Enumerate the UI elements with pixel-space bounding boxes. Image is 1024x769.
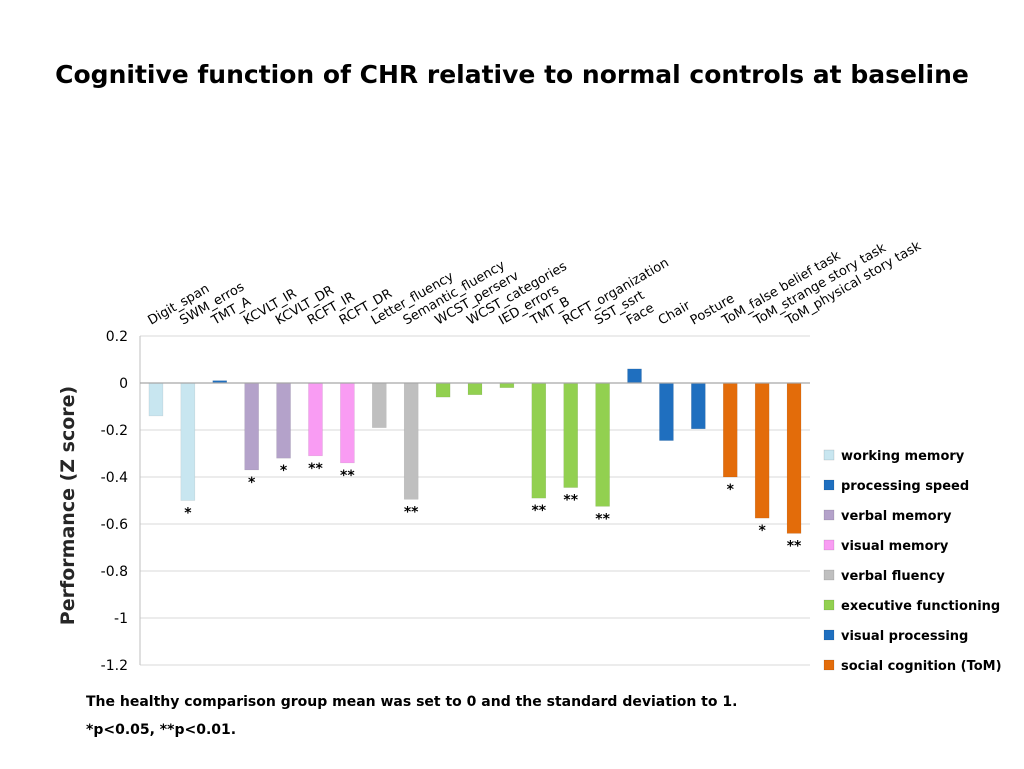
bar <box>722 382 738 478</box>
bar <box>627 368 642 384</box>
legend-swatch <box>823 659 835 671</box>
bar <box>754 382 770 519</box>
bars <box>148 368 802 534</box>
bar <box>308 382 323 457</box>
legend-swatch <box>823 509 835 521</box>
y-tick-label: -0.8 <box>101 564 128 580</box>
y-axis-title: Performance (Z score) <box>57 386 79 625</box>
axes <box>139 336 810 665</box>
legend-swatch <box>823 629 835 641</box>
bar <box>244 382 259 471</box>
bar <box>691 382 706 430</box>
legend-swatch <box>823 539 835 551</box>
bar <box>659 382 674 441</box>
significance-mark: * <box>184 506 192 522</box>
legend-swatch <box>823 569 835 581</box>
y-tick-label: 0 <box>119 376 128 392</box>
y-tick-label: -1 <box>114 611 128 627</box>
legend-swatch <box>823 599 835 611</box>
legend-swatch <box>823 479 835 491</box>
bar <box>563 382 578 488</box>
bar <box>595 382 610 507</box>
x-tick-label: Chair <box>656 298 694 328</box>
significance-mark: * <box>758 523 766 539</box>
footnote-significance: *p<0.05, **p<0.01. <box>86 722 237 738</box>
chart-title: Cognitive function of CHR relative to no… <box>55 60 969 89</box>
significance-mark: ** <box>308 461 323 477</box>
legend: working memory processing speed verbal mem… <box>823 449 1002 674</box>
bar <box>435 382 451 398</box>
significance-mark: * <box>727 482 735 498</box>
bar <box>499 382 515 388</box>
significance-mark: * <box>248 475 256 491</box>
bar <box>276 382 291 459</box>
bar <box>372 382 387 428</box>
significance-mark: ** <box>404 504 419 520</box>
legend-swatch <box>823 449 835 461</box>
y-tick-label: -0.4 <box>101 470 128 486</box>
bar <box>148 382 164 417</box>
legend-label: working memory <box>841 449 965 464</box>
bar <box>180 382 196 501</box>
legend-label: verbal fluency <box>841 569 945 584</box>
significance-mark: ** <box>531 503 546 519</box>
bar <box>403 382 419 500</box>
y-tick-label: -0.2 <box>101 423 128 439</box>
bar <box>467 382 483 395</box>
legend-label: verbal memory <box>841 509 952 524</box>
legend-label: social cognition (ToM) <box>841 659 1002 674</box>
significance-mark: * <box>280 463 288 479</box>
bar <box>340 382 355 464</box>
legend-label: visual processing <box>841 629 968 644</box>
significance-mark: ** <box>595 511 610 527</box>
legend-label: processing speed <box>841 479 969 494</box>
footnote-scale: The healthy comparison group mean was se… <box>86 694 738 710</box>
y-tick-label: -0.6 <box>101 517 128 533</box>
significance-mark: ** <box>563 493 578 509</box>
significance-mark: ** <box>787 538 802 554</box>
legend-label: executive functioning <box>841 599 1000 614</box>
legend-label: visual memory <box>841 539 949 554</box>
y-tick-label: -1.2 <box>101 658 128 674</box>
bar <box>531 382 547 499</box>
significance-mark: ** <box>340 468 355 484</box>
bar <box>786 382 802 534</box>
y-tick-label: 0.2 <box>106 329 128 345</box>
